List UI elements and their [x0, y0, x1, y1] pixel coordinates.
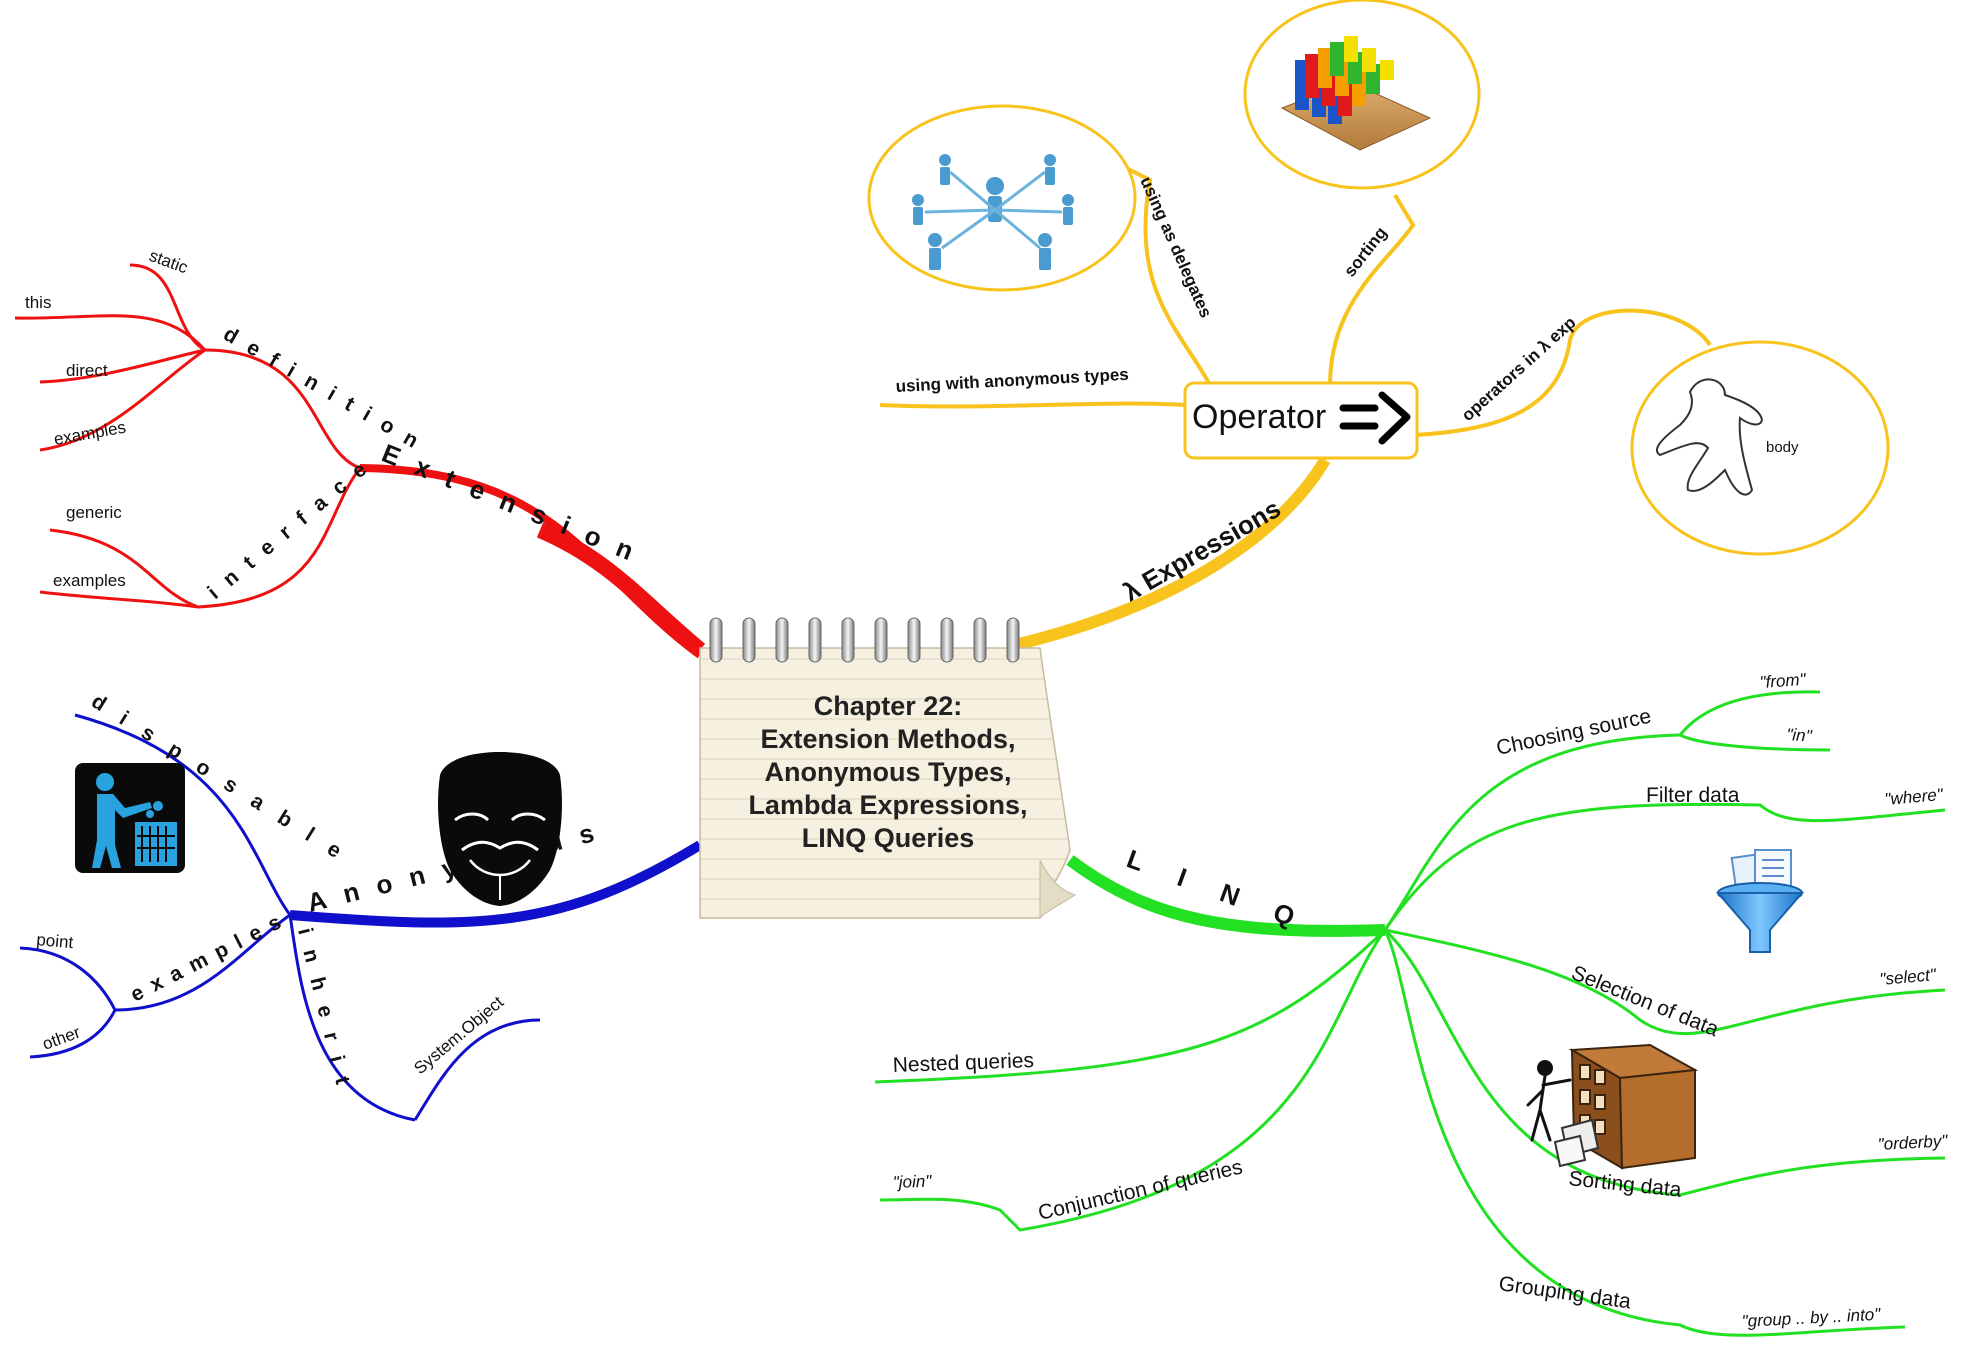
- select-label: "select": [1879, 965, 1938, 989]
- body-image-circle: body: [1630, 340, 1890, 556]
- body-label: body: [1766, 439, 1799, 456]
- sorting-image-circle: [1243, 0, 1481, 190]
- lambda-main-branch: [1013, 456, 1331, 651]
- network-people-icon: [912, 154, 1074, 270]
- arrow-operator-icon: [1339, 391, 1411, 445]
- funnel-document-icon: [1715, 849, 1805, 953]
- center-notepad: Chapter 22: Extension Methods, Anonymous…: [699, 617, 1077, 920]
- center-title-line-5: LINQ Queries: [802, 823, 975, 853]
- def-examples-label: examples: [52, 418, 127, 449]
- nested-queries-label: Nested queries: [892, 1049, 1034, 1077]
- other-label: other: [40, 1023, 83, 1054]
- sorting-branch-label: sorting: [1340, 223, 1390, 280]
- sorting-data-label: Sorting data: [1567, 1167, 1682, 1202]
- linq-branch: [874, 690, 1946, 1337]
- filing-cabinet-person-icon: [1526, 1043, 1699, 1170]
- conjunction-label: Conjunction of queries: [1036, 1155, 1245, 1224]
- center-title-line-3: Anonymous Types,: [764, 757, 1011, 787]
- anon-types-branch-label: using with anonymous types: [895, 365, 1129, 396]
- this-label: this: [25, 293, 51, 312]
- direct-label: direct: [66, 361, 108, 380]
- extension-branch: [14, 263, 362, 609]
- join-label: "join": [892, 1172, 932, 1192]
- anonymous-main-branch: [289, 840, 703, 928]
- center-title-line-2: Extension Methods,: [760, 724, 1015, 754]
- linq-main-branch: [1066, 855, 1386, 937]
- system-object-label: System.Object: [410, 992, 507, 1078]
- filter-data-label: Filter data: [1646, 784, 1740, 807]
- guy-fawkes-mask-icon: [438, 752, 562, 906]
- where-label: "where": [1884, 785, 1945, 809]
- in-label: "in": [1786, 725, 1814, 746]
- definition-label: definition: [220, 322, 435, 459]
- grouping-data-label: Grouping data: [1497, 1272, 1632, 1313]
- selection-data-label: Selection of data: [1568, 961, 1722, 1041]
- orderby-label: "orderby": [1877, 1131, 1949, 1154]
- lambda-branch: [879, 163, 1712, 461]
- iface-examples-label: examples: [53, 571, 126, 590]
- center-title-line-1: Chapter 22:: [814, 691, 963, 721]
- operator-label: Operator: [1192, 398, 1326, 436]
- trash-can-person-icon: [75, 763, 185, 873]
- anonymous-branch: [19, 713, 541, 1122]
- delegates-image-circle: [867, 104, 1137, 292]
- extension-main-branch-thick: [536, 522, 706, 657]
- operator-box: Operator: [1183, 381, 1419, 460]
- from-label: "from": [1759, 670, 1807, 692]
- inherit-label: inherit: [293, 926, 358, 1103]
- notepad-rings: [709, 617, 1020, 663]
- interface-label: interface: [203, 449, 381, 604]
- anon-examples-label: examples: [127, 906, 294, 1006]
- lambda-label: λ Expressions: [1118, 493, 1286, 607]
- generic-label: generic: [66, 503, 122, 522]
- point-label: point: [36, 930, 75, 952]
- choosing-source-label: Choosing source: [1494, 705, 1653, 760]
- extension-label: Extension: [378, 438, 655, 573]
- center-title-line-4: Lambda Expressions,: [748, 790, 1027, 820]
- gingerbread-body-icon: [1655, 378, 1764, 496]
- group-by-into-label: "group .. by .. into": [1741, 1305, 1881, 1331]
- bar-blocks-icon: [1280, 36, 1432, 151]
